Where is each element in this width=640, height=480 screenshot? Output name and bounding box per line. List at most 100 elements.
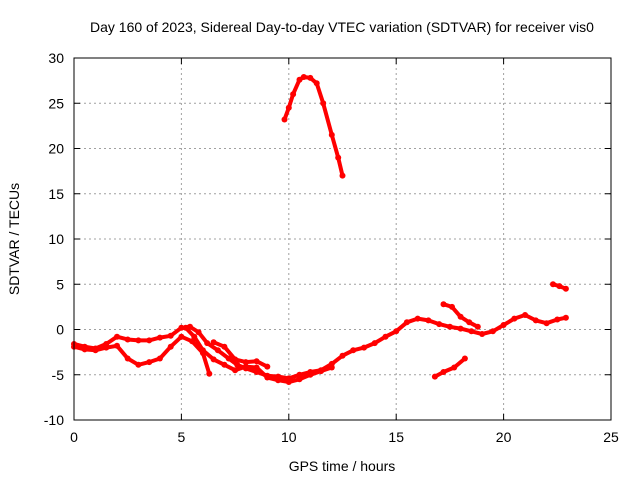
- data-point: [562, 285, 569, 292]
- y-axis-label: SDTVAR / TECUs: [6, 183, 22, 295]
- x-tick-label: 25: [603, 429, 619, 445]
- x-axis-label: GPS time / hours: [289, 458, 396, 474]
- data-point: [300, 74, 307, 80]
- data-point: [81, 346, 88, 353]
- x-tick-label: 15: [388, 429, 404, 445]
- data-point: [436, 321, 443, 328]
- data-point: [371, 340, 378, 347]
- data-point: [414, 315, 421, 322]
- series-trace-c: [182, 324, 335, 385]
- data-point: [275, 377, 282, 384]
- y-tick-label: 15: [48, 186, 64, 202]
- data-point: [425, 317, 432, 324]
- data-point: [556, 283, 563, 290]
- series-trace-b: [71, 333, 213, 377]
- data-point: [225, 355, 232, 362]
- y-tick-label: -10: [44, 412, 64, 428]
- y-tick-label: 0: [56, 322, 64, 338]
- data-point: [440, 369, 447, 375]
- data-point: [281, 116, 288, 123]
- data-point: [204, 340, 211, 347]
- data-point: [339, 172, 346, 179]
- data-point: [393, 328, 400, 335]
- data-point: [562, 314, 569, 321]
- data-point: [285, 379, 292, 385]
- data-point: [206, 370, 213, 377]
- data-point: [146, 359, 153, 366]
- data-point: [232, 367, 239, 374]
- data-point: [431, 373, 438, 380]
- data-point: [403, 319, 410, 326]
- data-point: [543, 320, 550, 327]
- data-point: [461, 355, 468, 362]
- data-point: [285, 104, 292, 111]
- data-point: [532, 317, 539, 324]
- data-point: [335, 154, 342, 161]
- data-point: [191, 333, 198, 340]
- data-point: [124, 355, 131, 362]
- data-point: [296, 371, 303, 378]
- data-point: [511, 315, 518, 322]
- data-point: [156, 355, 163, 362]
- y-tick-labels: -10 -5 0 5 10 15 20 25 30: [44, 50, 611, 428]
- y-tick-label: 10: [48, 231, 64, 247]
- data-point: [124, 336, 131, 343]
- chart-title: Day 160 of 2023, Sidereal Day-to-day VTE…: [90, 19, 594, 35]
- series-trace-g: [440, 301, 481, 330]
- data-point: [522, 312, 529, 318]
- y-tick-label: 5: [56, 276, 64, 292]
- series-trace-d: [210, 339, 271, 370]
- data-point: [114, 342, 120, 349]
- data-point: [474, 323, 481, 330]
- data-point: [253, 358, 260, 365]
- data-point: [156, 334, 163, 341]
- data-point: [449, 303, 455, 310]
- data-point: [253, 364, 260, 371]
- data-point: [328, 364, 335, 371]
- data-point: [178, 333, 185, 340]
- y-tick-label: 25: [48, 95, 64, 111]
- series-line: [432, 356, 467, 379]
- data-point: [189, 338, 196, 345]
- data-point: [114, 333, 120, 340]
- data-point: [500, 322, 507, 328]
- series-trace-f: [431, 355, 468, 380]
- data-point: [290, 91, 297, 98]
- data-point: [382, 333, 389, 340]
- data-point: [554, 316, 561, 323]
- x-tick-label: 20: [496, 429, 512, 445]
- x-tick-label: 10: [281, 429, 297, 445]
- data-point: [307, 74, 314, 81]
- x-tick-label: 5: [178, 429, 186, 445]
- data-point: [307, 371, 314, 378]
- data-point: [210, 356, 217, 363]
- data-point: [318, 368, 324, 375]
- data-point: [167, 343, 174, 350]
- data-point: [468, 328, 475, 335]
- data-point: [350, 347, 357, 354]
- data-point: [550, 281, 556, 288]
- data-point: [328, 131, 335, 138]
- data-point: [195, 329, 202, 336]
- data-point: [440, 301, 447, 308]
- data-point: [296, 376, 303, 383]
- series-trace-e: [281, 74, 346, 179]
- y-tick-label: -5: [52, 367, 65, 383]
- data-point: [466, 319, 473, 326]
- data-point: [479, 331, 486, 337]
- data-point: [296, 76, 303, 83]
- data-point: [361, 344, 367, 351]
- x-tick-label: 0: [70, 429, 78, 445]
- grid-lines: [74, 58, 611, 420]
- data-point: [264, 363, 271, 370]
- data-point: [320, 100, 327, 107]
- data-point: [221, 343, 228, 350]
- data-point: [135, 361, 142, 368]
- data-point: [146, 337, 153, 344]
- data-point: [199, 347, 206, 354]
- data-point: [234, 361, 241, 368]
- data-point: [135, 337, 142, 344]
- data-point: [489, 328, 496, 335]
- data-point: [264, 374, 271, 381]
